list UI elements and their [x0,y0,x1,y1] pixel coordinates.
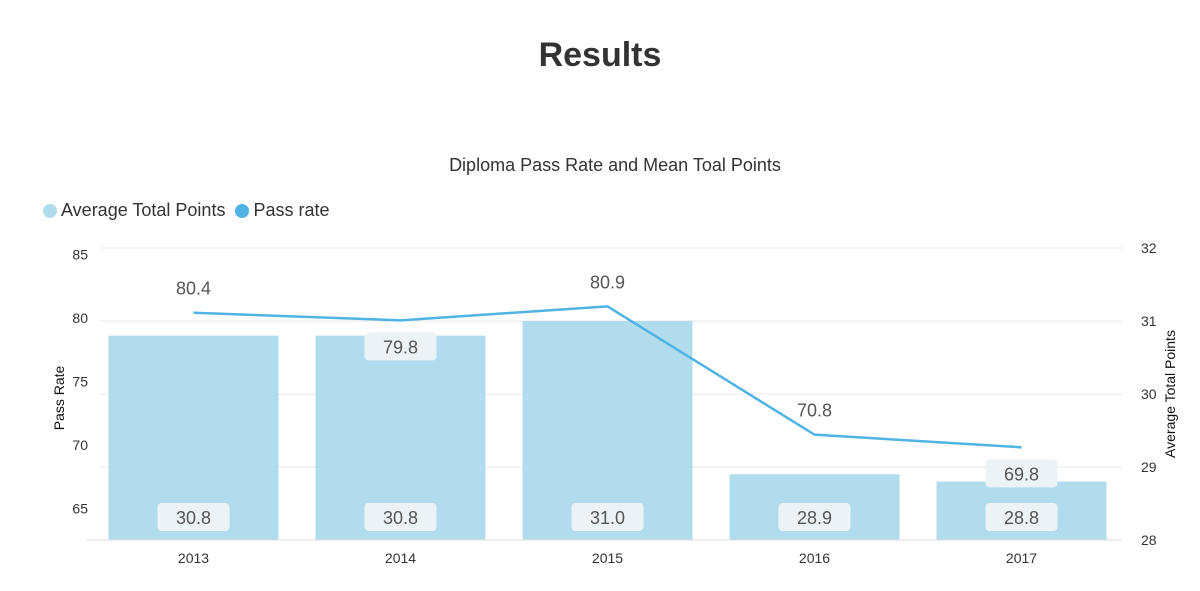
legend-item-average-total-points[interactable]: Average Total Points [43,200,225,221]
bar-data-label: 28.8 [1004,508,1039,528]
line-data-label: 80.4 [176,279,211,299]
x-tick-label: 2017 [1006,550,1037,566]
bar-data-label-box [985,503,1058,531]
y-left-tick-label: 75 [72,373,88,389]
chart-legend: Average Total Points Pass rate [43,200,340,221]
legend-label-average-total-points: Average Total Points [61,200,226,220]
legend-label-pass-rate: Pass rate [253,200,330,220]
legend-marker-line [235,203,250,218]
y-left-tick-label: 80 [72,310,88,326]
x-tick-label: 2013 [178,550,209,566]
y-right-axis-title: Average Total Points [1162,330,1178,458]
x-tick-label: 2016 [799,550,830,566]
y-left-tick-label: 65 [72,500,88,516]
bar-data-label: 30.8 [176,508,211,528]
bar-data-label-box [157,503,230,531]
x-tick-label: 2015 [592,550,623,566]
bar-data-label-box [778,503,851,531]
legend-item-pass-rate[interactable]: Pass rate [235,200,330,221]
bar-data-label: 30.8 [383,508,418,528]
line-data-label: 79.8 [383,337,418,357]
line-data-label: 70.8 [797,401,832,421]
line-data-label-box [985,459,1058,488]
y-left-axis-title: Pass Rate [51,365,67,430]
line-data-label: 80.9 [590,272,625,292]
bar-data-label: 28.9 [797,508,832,528]
y-right-tick-label: 29 [1141,459,1157,475]
y-right-tick-label: 30 [1141,386,1157,402]
line-data-label: 69.8 [1004,464,1039,484]
legend-marker-bar [43,203,57,218]
page-title: Results [538,36,662,74]
pass-rate-line [193,305,1022,449]
line-data-label-box [364,332,437,361]
bar-data-label-box [571,503,644,531]
y-right-tick-label: 32 [1141,240,1157,256]
y-right-tick-label: 28 [1141,532,1157,548]
chart-title: Diploma Pass Rate and Mean Toal Points [449,155,781,175]
y-left-tick-label: 70 [72,437,88,453]
y-right-tick-label: 31 [1141,313,1157,329]
bar-data-label-box [364,503,437,531]
bar-data-label: 31.0 [590,508,625,528]
y-left-tick-label: 85 [72,246,88,262]
x-tick-label: 2014 [385,550,416,566]
